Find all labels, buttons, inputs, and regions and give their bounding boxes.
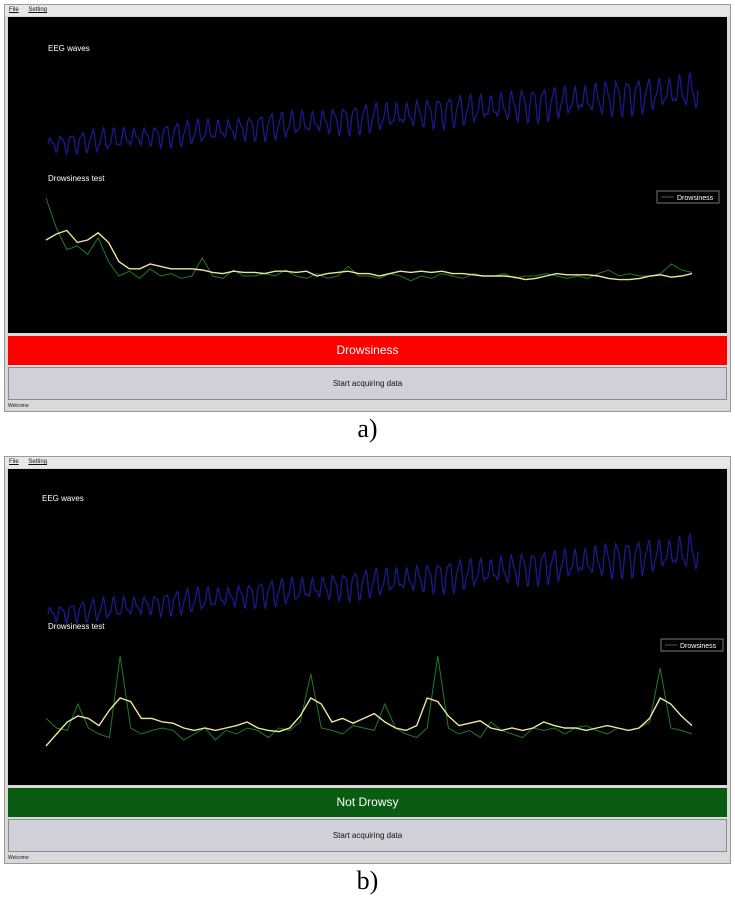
drowsiness-test-label: Drowsiness test [48,622,105,631]
drowsiness-raw-line [45,655,693,741]
status-bar-text: Welcome [8,403,29,409]
start-acquiring-button[interactable]: Start acquiring data [8,819,727,852]
plot-canvas: EEG waves Drowsiness test Drowsiness [8,17,727,333]
legend: Drowsiness [660,638,724,652]
caption-b: b) [356,866,379,895]
status-banner: Drowsiness [8,336,727,365]
legend-label: Drowsiness [677,195,714,202]
eeg-waves-chart [47,72,699,157]
app-window-a: File Setting EEG waves Drowsiness test D… [4,4,731,412]
status-banner: Not Drowsy [8,788,727,817]
menu-setting[interactable]: Setting [28,7,48,13]
eeg-waves-label: EEG waves [42,494,84,503]
app-window-b: File Setting EEG waves Drowsiness test D… [4,456,731,864]
eeg-waves-chart [47,533,699,626]
menu-file[interactable]: File [9,7,19,13]
legend-label: Drowsiness [680,643,717,650]
plot-svg: EEG waves Drowsiness test Drowsiness [42,494,724,747]
eeg-wave-line [47,533,699,626]
drowsiness-smoothed-line [45,229,693,281]
caption-a: a) [357,414,378,443]
start-acquiring-button[interactable]: Start acquiring data [8,367,727,400]
status-bar-text: Welcome [8,855,29,861]
drowsiness-test-label: Drowsiness test [48,174,105,183]
legend: Drowsiness [656,190,720,204]
drowsiness-raw-line [45,197,693,282]
eeg-wave-line [47,72,699,157]
drowsiness-chart [45,655,693,747]
drowsiness-smoothed-line [45,697,693,747]
plot-canvas: EEG waves Drowsiness test Drowsiness [8,469,727,785]
plot-svg: EEG waves Drowsiness test Drowsiness [45,44,720,282]
eeg-waves-label: EEG waves [48,44,90,53]
menu-bar: File Setting [5,5,730,16]
menu-setting[interactable]: Setting [28,459,48,465]
menu-bar: File Setting [5,457,730,468]
menu-file[interactable]: File [9,459,19,465]
drowsiness-chart [45,197,693,282]
